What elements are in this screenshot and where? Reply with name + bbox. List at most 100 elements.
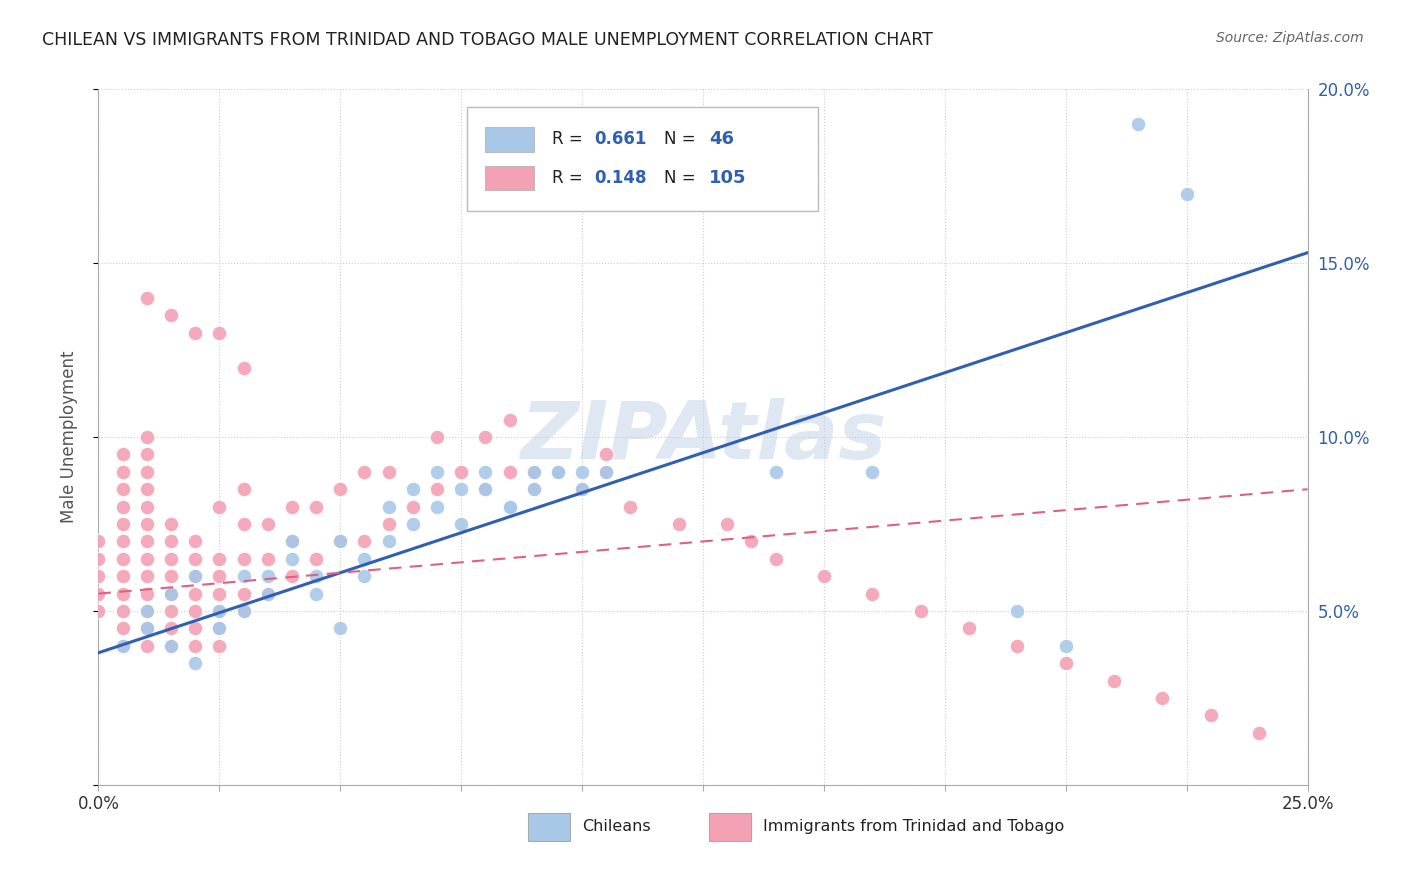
FancyBboxPatch shape [485,166,534,190]
Point [135,534,157,549]
Point [87,551,110,566]
Point [595,465,617,479]
Point [232,604,254,618]
Point [184,639,207,653]
Point [208,587,231,601]
Point [87,534,110,549]
Point [571,482,593,496]
Point [1249,726,1271,740]
Point [208,551,231,566]
Y-axis label: Male Unemployment: Male Unemployment [59,351,77,524]
Point [160,604,183,618]
Point [957,621,980,635]
Point [1054,657,1077,671]
Point [135,430,157,444]
Point [160,516,183,531]
Point [426,430,449,444]
Text: 105: 105 [709,169,747,186]
Point [498,500,520,514]
Point [135,639,157,653]
Point [450,482,472,496]
Point [305,551,328,566]
Point [329,534,352,549]
Point [474,482,496,496]
Point [111,465,134,479]
Point [450,516,472,531]
Point [184,569,207,583]
Point [377,516,399,531]
Point [160,551,183,566]
Point [208,569,231,583]
Text: 46: 46 [709,130,734,148]
Point [474,465,496,479]
Point [160,621,183,635]
Point [111,482,134,496]
Point [329,534,352,549]
Text: Immigrants from Trinidad and Tobago: Immigrants from Trinidad and Tobago [763,819,1064,834]
Point [208,326,231,340]
Point [353,465,375,479]
Point [232,569,254,583]
Point [184,621,207,635]
Point [547,465,569,479]
Point [135,516,157,531]
Point [87,569,110,583]
Point [765,465,787,479]
Point [595,447,617,462]
Point [281,534,304,549]
Point [329,621,352,635]
Point [135,482,157,496]
Point [498,500,520,514]
Point [184,657,207,671]
Point [547,465,569,479]
Point [160,308,183,322]
Point [232,516,254,531]
Point [450,465,472,479]
Point [281,569,304,583]
Point [668,516,690,531]
Point [111,500,134,514]
Point [1054,639,1077,653]
Point [474,482,496,496]
Point [1152,690,1174,705]
Point [305,587,328,601]
Text: ZIPAtlas: ZIPAtlas [520,398,886,476]
Point [184,604,207,618]
Point [716,516,738,531]
Point [571,482,593,496]
Point [523,482,546,496]
Point [232,551,254,566]
Text: N =: N = [664,130,702,148]
Point [547,465,569,479]
Text: 0.148: 0.148 [595,169,647,186]
Text: R =: R = [551,130,588,148]
Point [353,569,375,583]
Point [474,430,496,444]
Point [813,569,835,583]
Point [256,551,278,566]
Point [305,500,328,514]
Text: R =: R = [551,169,588,186]
Point [111,447,134,462]
Point [160,639,183,653]
Point [184,551,207,566]
Point [135,604,157,618]
Point [402,482,425,496]
Point [184,326,207,340]
Point [305,569,328,583]
Point [377,500,399,514]
Point [523,465,546,479]
Point [232,360,254,375]
Point [135,604,157,618]
Point [256,587,278,601]
Point [256,516,278,531]
Point [910,604,932,618]
Text: Chileans: Chileans [582,819,651,834]
Point [232,587,254,601]
Point [135,587,157,601]
Point [740,534,762,549]
Point [281,551,304,566]
Point [571,465,593,479]
Point [135,621,157,635]
Point [160,639,183,653]
